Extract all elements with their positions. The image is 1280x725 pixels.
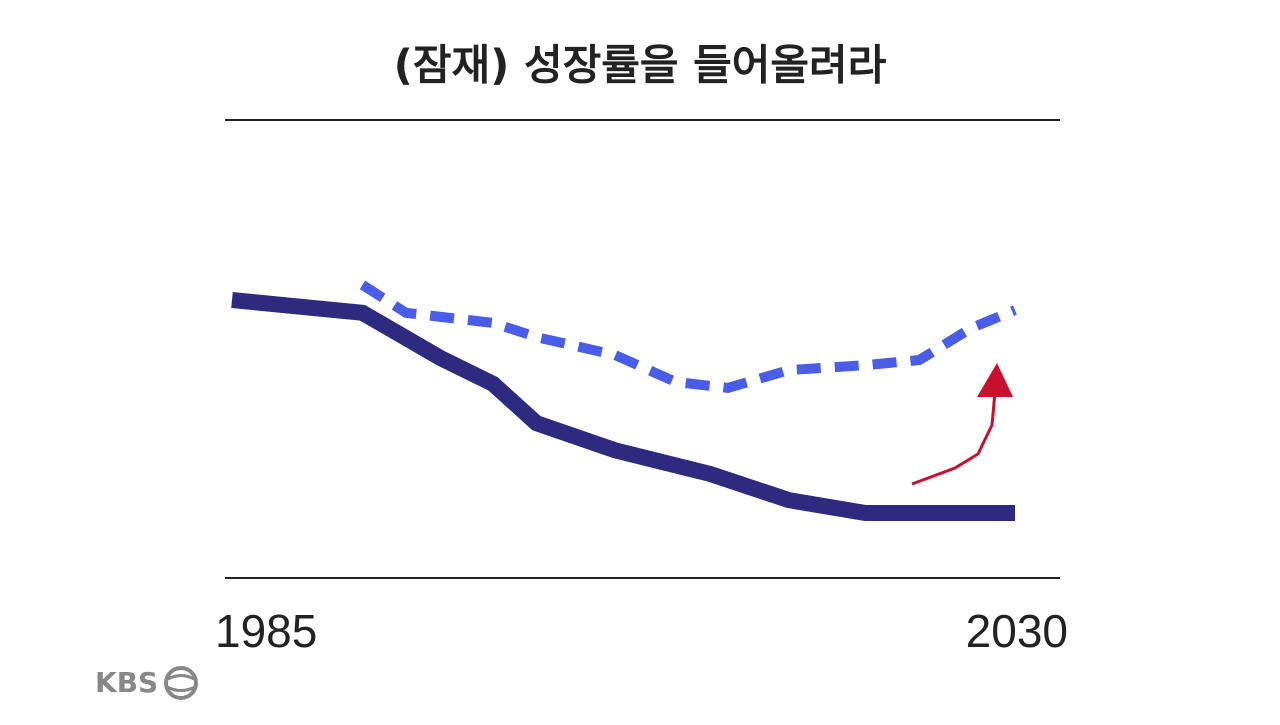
logo-mark [164, 666, 198, 700]
chart-title: (잠재) 성장률을 들어올려라 [394, 41, 887, 90]
x-tick-label: 2030 [966, 605, 1068, 657]
arrow-head [977, 363, 1013, 397]
arrow-shaft [911, 391, 997, 486]
logo: KBS [95, 666, 158, 699]
series-line [359, 280, 1017, 394]
logo-mark-lines [166, 674, 196, 692]
series-line [231, 292, 1015, 521]
x-tick-label: 1985 [215, 605, 317, 657]
